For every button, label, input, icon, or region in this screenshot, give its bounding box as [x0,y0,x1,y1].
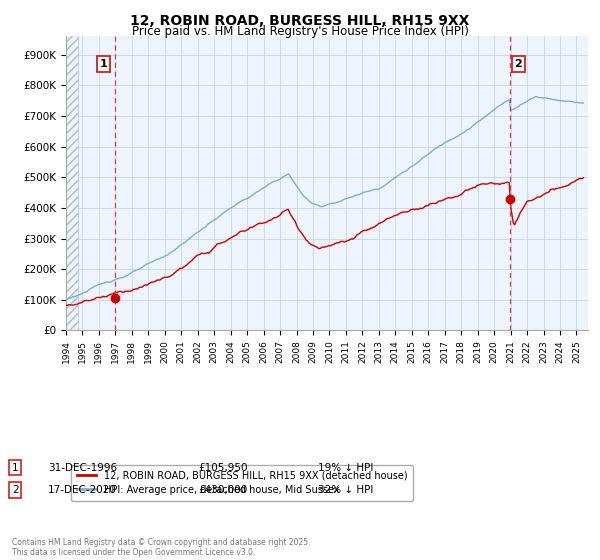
Text: 31-DEC-1996: 31-DEC-1996 [48,463,117,473]
Text: Price paid vs. HM Land Registry's House Price Index (HPI): Price paid vs. HM Land Registry's House … [131,25,469,38]
Text: Contains HM Land Registry data © Crown copyright and database right 2025.
This d: Contains HM Land Registry data © Crown c… [12,538,311,557]
Text: 12, ROBIN ROAD, BURGESS HILL, RH15 9XX: 12, ROBIN ROAD, BURGESS HILL, RH15 9XX [130,14,470,28]
Text: 32% ↓ HPI: 32% ↓ HPI [318,485,373,495]
Text: 1: 1 [100,59,107,69]
Text: 2: 2 [12,485,19,495]
Text: 1: 1 [12,463,19,473]
Text: 19% ↓ HPI: 19% ↓ HPI [318,463,373,473]
Text: 17-DEC-2020: 17-DEC-2020 [48,485,117,495]
Text: £105,950: £105,950 [198,463,248,473]
Legend: 12, ROBIN ROAD, BURGESS HILL, RH15 9XX (detached house), HPI: Average price, det: 12, ROBIN ROAD, BURGESS HILL, RH15 9XX (… [71,465,413,501]
Text: £430,000: £430,000 [198,485,247,495]
Text: 2: 2 [514,59,522,69]
